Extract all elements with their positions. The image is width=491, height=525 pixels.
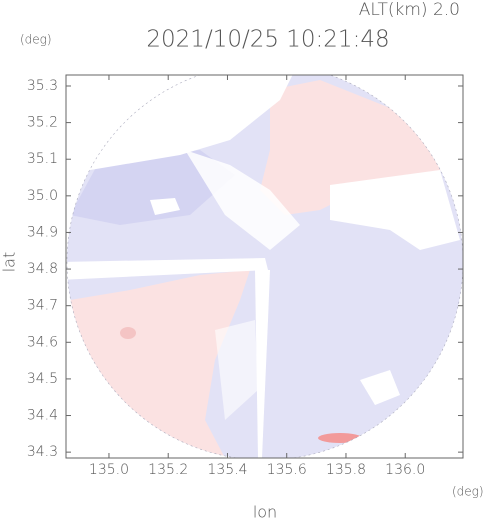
y-tick-label: 34.8 bbox=[27, 261, 58, 277]
y-tick-label: 34.4 bbox=[27, 408, 58, 424]
y-tick-label: 34.9 bbox=[27, 224, 58, 240]
y-axis-label: lat bbox=[0, 252, 19, 273]
x-tick-label: 135.4 bbox=[207, 462, 247, 478]
x-tick-label: 135.2 bbox=[148, 462, 188, 478]
y-tick-label: 34.6 bbox=[27, 334, 58, 350]
x-axis-label: lon bbox=[253, 503, 277, 522]
x-tick-label: 135.0 bbox=[89, 462, 129, 478]
x-unit: (deg) bbox=[452, 485, 484, 499]
x-tick-label: 135.8 bbox=[326, 462, 366, 478]
altitude-label: ALT(km) 2.0 bbox=[359, 0, 460, 20]
y-tick-label: 35.2 bbox=[27, 115, 58, 131]
y-tick-label: 35.3 bbox=[27, 78, 58, 94]
y-tick-label: 34.7 bbox=[27, 298, 58, 314]
y-tick-label: 35.1 bbox=[27, 151, 58, 167]
chart-title: 2021/10/25 10:21:48 bbox=[146, 27, 389, 53]
y-tick-label: 34.5 bbox=[27, 371, 58, 387]
y-tick-label: 35.0 bbox=[27, 188, 58, 204]
radar-field bbox=[66, 75, 463, 458]
y-unit: (deg) bbox=[20, 33, 52, 47]
x-tick-label: 135.6 bbox=[267, 462, 307, 478]
x-tick-label: 136.0 bbox=[385, 462, 425, 478]
plot-frame bbox=[65, 74, 464, 459]
y-tick-label: 34.3 bbox=[27, 444, 58, 460]
